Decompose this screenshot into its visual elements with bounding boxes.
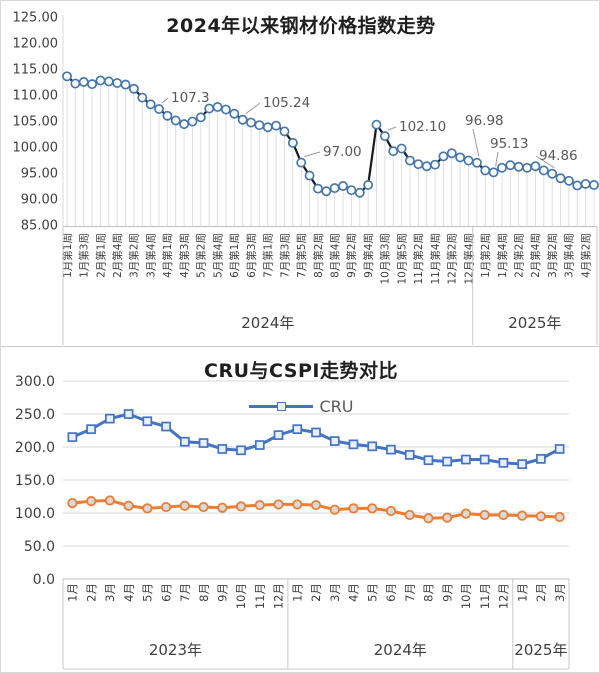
cru-legend-line-icon xyxy=(248,401,313,411)
svg-text:250.0: 250.0 xyxy=(15,407,55,423)
svg-text:90.00: 90.00 xyxy=(21,193,58,208)
svg-text:5月: 5月 xyxy=(141,583,155,602)
svg-text:300.0: 300.0 xyxy=(15,374,55,390)
svg-text:4月: 4月 xyxy=(122,583,136,602)
svg-text:10月: 10月 xyxy=(459,583,473,609)
svg-text:0.0: 0.0 xyxy=(33,572,55,588)
svg-text:97.00: 97.00 xyxy=(323,144,362,160)
svg-text:5月第4周: 5月第4周 xyxy=(211,233,224,278)
svg-text:6月第1周: 6月第1周 xyxy=(228,233,241,278)
svg-text:9月第4周: 9月第4周 xyxy=(362,233,375,278)
svg-text:95.13: 95.13 xyxy=(490,136,529,152)
svg-text:5月第2周: 5月第2周 xyxy=(195,233,208,278)
chart-legend: CRU xyxy=(1,395,599,417)
svg-text:2023年: 2023年 xyxy=(149,641,202,659)
svg-text:120.00: 120.00 xyxy=(13,37,59,52)
svg-text:3月第4周: 3月第4周 xyxy=(563,233,576,278)
svg-text:2024年: 2024年 xyxy=(241,314,294,332)
svg-text:2024年: 2024年 xyxy=(374,641,427,659)
svg-text:8月: 8月 xyxy=(197,583,211,602)
svg-text:2025年: 2025年 xyxy=(508,314,561,332)
svg-text:2025年: 2025年 xyxy=(514,641,567,659)
svg-text:6月第3周: 6月第3周 xyxy=(245,233,258,278)
svg-text:200.0: 200.0 xyxy=(15,440,55,456)
svg-text:12月第2周: 12月第2周 xyxy=(446,233,459,285)
svg-text:3月: 3月 xyxy=(553,583,567,602)
svg-text:1月: 1月 xyxy=(515,583,529,602)
svg-text:8月第4周: 8月第4周 xyxy=(328,233,341,278)
svg-text:10月第3周: 10月第3周 xyxy=(379,233,392,285)
svg-text:4月第3周: 4月第3周 xyxy=(178,233,191,278)
svg-text:2月第4周: 2月第4周 xyxy=(529,233,542,278)
legend-label-cru: CRU xyxy=(319,396,354,416)
svg-text:11月第4周: 11月第4周 xyxy=(429,233,442,285)
svg-text:12月: 12月 xyxy=(272,583,286,609)
svg-text:105.00: 105.00 xyxy=(13,115,59,130)
cru-cspi-compare-chart-panel: CRU与CSPI走势对比 CRU 300.0 250.0 200.0 150.0 100… xyxy=(1,347,599,672)
svg-text:96.98: 96.98 xyxy=(465,113,504,129)
svg-text:7月: 7月 xyxy=(178,583,192,602)
svg-text:1月第2周: 1月第2周 xyxy=(479,233,492,278)
svg-text:1月: 1月 xyxy=(290,583,304,602)
svg-text:110.00: 110.00 xyxy=(13,89,59,104)
svg-text:95.00: 95.00 xyxy=(21,167,58,182)
svg-text:3月: 3月 xyxy=(328,583,342,602)
svg-text:1月第1周: 1月第1周 xyxy=(61,233,74,278)
svg-text:150.0: 150.0 xyxy=(15,473,55,489)
svg-text:3月第2周: 3月第2周 xyxy=(546,233,559,278)
svg-text:2月: 2月 xyxy=(309,583,323,602)
svg-text:6月: 6月 xyxy=(159,583,173,602)
svg-text:10月第5周: 10月第5周 xyxy=(395,233,408,285)
svg-text:4月: 4月 xyxy=(347,583,361,602)
svg-text:85.00: 85.00 xyxy=(21,219,58,234)
svg-text:2月第4周: 2月第4周 xyxy=(111,233,124,278)
svg-text:4月第1周: 4月第1周 xyxy=(161,233,174,278)
svg-text:3月第2周: 3月第2周 xyxy=(128,233,141,278)
svg-text:7月第5周: 7月第5周 xyxy=(295,233,308,278)
svg-text:5月: 5月 xyxy=(365,583,379,602)
svg-text:125.00: 125.00 xyxy=(13,11,59,26)
svg-text:8月: 8月 xyxy=(422,583,436,602)
svg-text:107.3: 107.3 xyxy=(171,90,210,106)
svg-text:100.00: 100.00 xyxy=(13,141,59,156)
svg-text:7月第1周: 7月第1周 xyxy=(262,233,275,278)
chart-title-cru-cspi: CRU与CSPI走势对比 xyxy=(204,360,398,382)
svg-text:50.0: 50.0 xyxy=(24,539,55,555)
svg-text:6月: 6月 xyxy=(384,583,398,602)
svg-text:2月第1周: 2月第1周 xyxy=(94,233,107,278)
svg-text:12月: 12月 xyxy=(497,583,511,609)
svg-text:3月第4周: 3月第4周 xyxy=(144,233,157,278)
svg-text:100.0: 100.0 xyxy=(15,506,55,522)
cru-legend-marker-icon xyxy=(276,401,286,411)
svg-text:9月第2周: 9月第2周 xyxy=(345,233,358,278)
svg-text:3月: 3月 xyxy=(103,583,117,602)
svg-text:11月第2周: 11月第2周 xyxy=(412,233,425,285)
svg-text:1月: 1月 xyxy=(66,583,80,602)
svg-text:94.86: 94.86 xyxy=(539,148,578,164)
svg-text:7月: 7月 xyxy=(403,583,417,602)
svg-text:8月第2周: 8月第2周 xyxy=(312,233,325,278)
svg-text:2月: 2月 xyxy=(534,583,548,602)
steel-price-index-chart-svg: 125.00 120.00 115.00 110.00 105.00 100.00 95.0… xyxy=(13,11,599,345)
svg-text:4月第2周: 4月第2周 xyxy=(579,233,592,278)
svg-text:7月第3周: 7月第3周 xyxy=(278,233,291,278)
svg-text:1月第4周: 1月第4周 xyxy=(496,233,509,278)
svg-text:11月: 11月 xyxy=(478,583,492,609)
svg-text:2月: 2月 xyxy=(84,583,98,602)
svg-text:105.24: 105.24 xyxy=(263,95,310,111)
svg-text:115.00: 115.00 xyxy=(13,63,59,78)
chart-title-steel-price-index: 2024年以来钢材价格指数走势 xyxy=(166,15,436,37)
svg-text:9月: 9月 xyxy=(215,583,229,602)
svg-text:2月第2周: 2月第2周 xyxy=(513,233,526,278)
steel-price-index-chart-panel: 2024年以来钢材价格指数走势 125.00 120.00 115.00 110.00… xyxy=(1,1,599,347)
svg-text:10月: 10月 xyxy=(234,583,248,609)
svg-text:102.10: 102.10 xyxy=(399,119,446,135)
svg-text:12月第4周: 12月第4周 xyxy=(462,233,475,285)
svg-text:9月: 9月 xyxy=(440,583,454,602)
svg-text:1月第3周: 1月第3周 xyxy=(78,233,91,278)
svg-text:11月: 11月 xyxy=(253,583,267,609)
